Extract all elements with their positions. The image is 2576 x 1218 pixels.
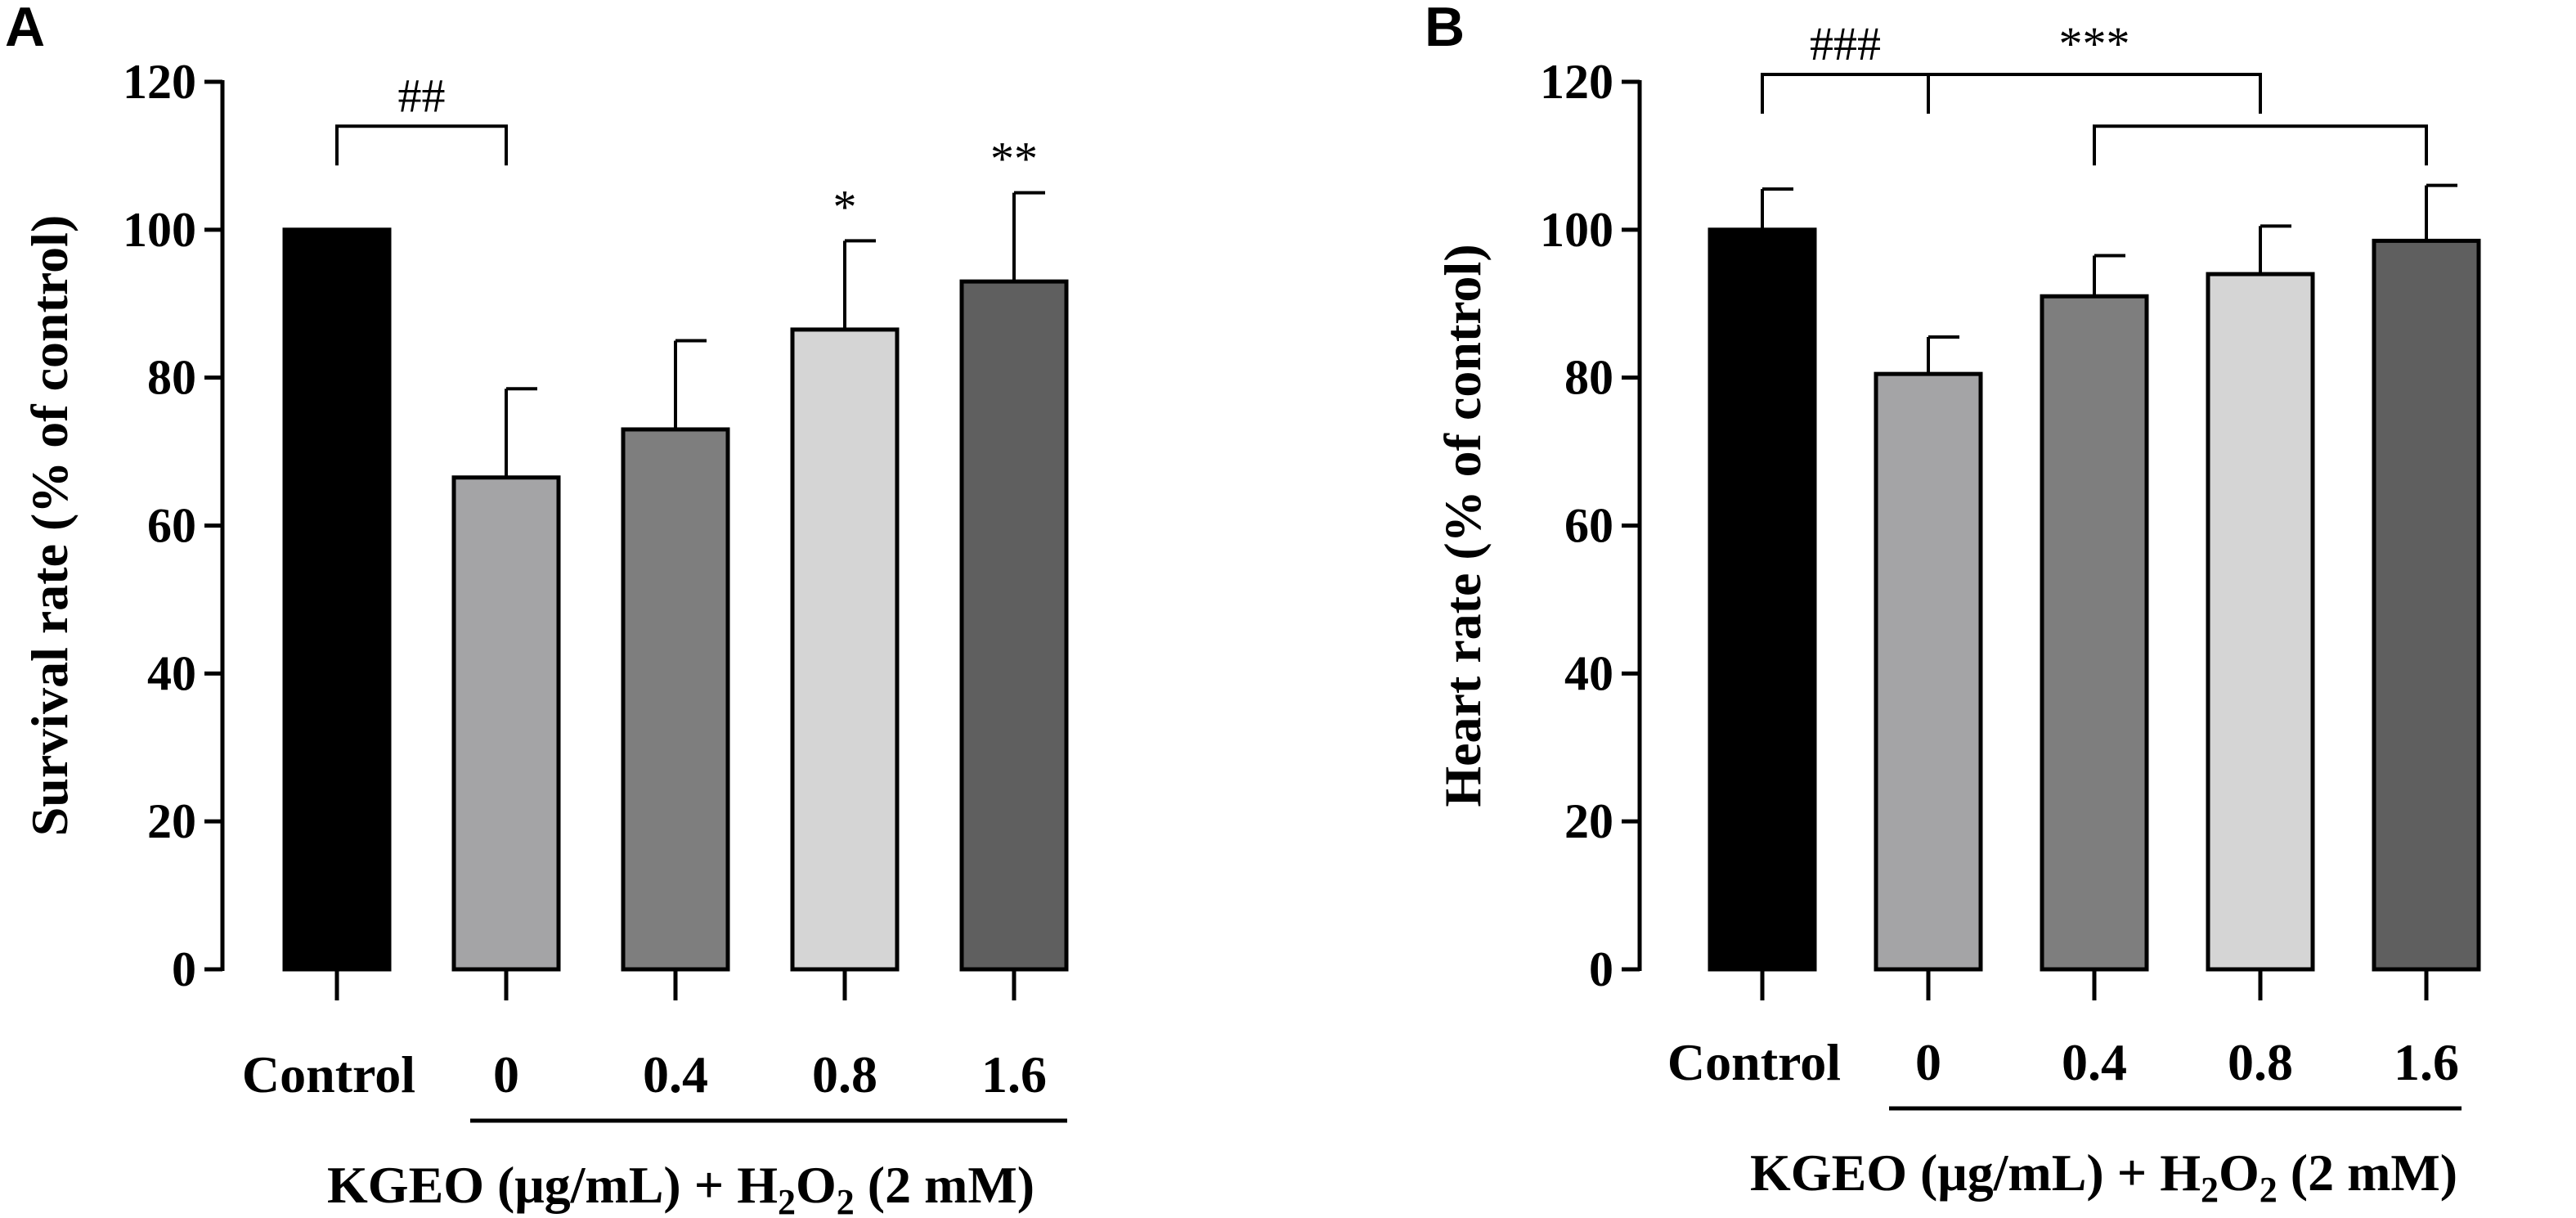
panel-a-category-label: Control [242, 1045, 415, 1103]
panel-b-letter: B [1425, 0, 1465, 58]
panel-b-category-label: Control [1667, 1033, 1841, 1091]
panel-a-bar [282, 227, 392, 972]
panel-b-y-tick-label: 80 [1564, 351, 1613, 405]
panel-b-y-tick-label: 0 [1589, 942, 1613, 996]
panel-b-significance-label: *** [2059, 17, 2130, 70]
label-text: (2 mM) [2278, 1144, 2457, 1202]
panel-a-letter: A [5, 0, 45, 58]
panel-b-category-label: 0 [1915, 1033, 1941, 1091]
panel-a-x-axis-title: KGEO (μg/mL) + H2O2 (2 mM) [327, 1156, 1034, 1218]
panel-a-y-tick-label: 20 [147, 794, 196, 848]
panel-b-significance-bracket [1761, 72, 1930, 114]
panel-a-y-tick-label: 40 [147, 646, 196, 700]
panel-a-y-tick-label: 100 [123, 203, 196, 257]
panel-a-y-tick-label: 120 [123, 55, 196, 109]
panel-b-y-tick-label: 40 [1564, 646, 1613, 700]
panel-b-bar [2206, 272, 2315, 972]
panel-a-significance-label: ## [398, 69, 446, 122]
panel-a-significance-mark: * [833, 180, 857, 233]
panel-b-category-label: 1.6 [2394, 1033, 2459, 1091]
panel-b-y-axis-title: Heart rate (% of control) [1434, 244, 1492, 807]
panel-a-category-label: 0.8 [812, 1045, 877, 1103]
panel-a-y-axis-title: Survival rate (% of control) [20, 215, 79, 837]
panel-b-significance-label: ### [1810, 17, 1881, 70]
label-text: KGEO (μg/mL) + H [1750, 1144, 2201, 1202]
panel-b-bar [1874, 371, 1983, 972]
panel-b-category-label: 0.8 [2228, 1033, 2293, 1091]
panel-a-category-label: 1.6 [981, 1045, 1047, 1103]
panel-b-y-tick-label: 120 [1540, 55, 1613, 109]
panel-b-y-tick-label: 60 [1564, 499, 1613, 553]
panel-a-bar [621, 427, 730, 972]
label-text: O [796, 1156, 837, 1214]
subscript: 2 [2260, 1170, 2278, 1210]
panel-a-category-label: 0.4 [643, 1045, 708, 1103]
label-text: O [2219, 1144, 2260, 1202]
subscript: 2 [2201, 1170, 2219, 1210]
panel-a-bar [451, 475, 561, 972]
panel-b-x-axis-title: KGEO (μg/mL) + H2O2 (2 mM) [1750, 1144, 2457, 1210]
subscript: 2 [837, 1182, 855, 1218]
panel-a-category-label: 0 [493, 1045, 519, 1103]
label-text: KGEO (μg/mL) + H [327, 1156, 778, 1214]
panel-b-category-label: 0.4 [2062, 1033, 2127, 1091]
panel-a-bar [790, 327, 900, 972]
label-text: (2 mM) [855, 1156, 1034, 1214]
panel-a-significance-mark: ** [990, 133, 1038, 186]
panel-b-bar [2040, 294, 2149, 972]
panel-b-y-tick-label: 20 [1564, 794, 1613, 848]
panel-a-significance-bracket [335, 124, 508, 166]
panel-b-significance-bracket [1927, 72, 2262, 114]
subscript: 2 [778, 1182, 796, 1218]
panel-a-bar [959, 279, 1069, 972]
panel-b-significance-bracket [2093, 124, 2428, 166]
panel-a-y-tick-label: 60 [147, 499, 196, 553]
panel-a-y-tick-label: 0 [172, 942, 196, 996]
panel-b-bar [2372, 238, 2481, 972]
panel-b-bar [1708, 227, 1817, 972]
panel-a-y-tick-label: 80 [147, 351, 196, 405]
panel-b-y-tick-label: 100 [1540, 203, 1613, 257]
